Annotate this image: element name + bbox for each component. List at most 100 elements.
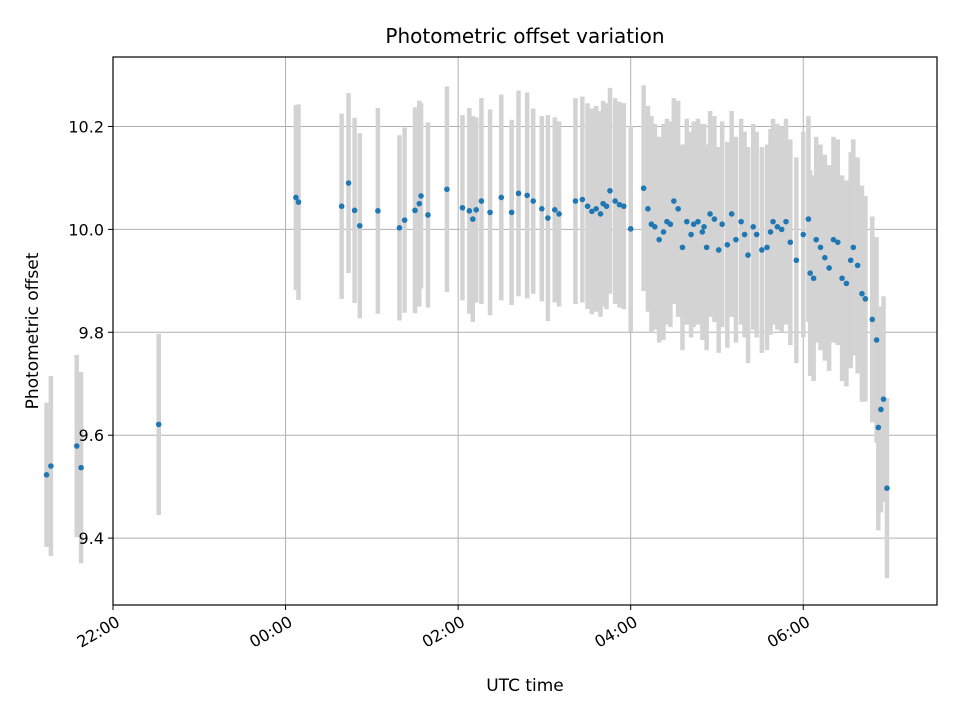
data-point bbox=[620, 203, 627, 210]
data-point bbox=[822, 254, 828, 261]
data-point bbox=[645, 205, 651, 212]
data-point bbox=[401, 217, 408, 223]
data-point bbox=[627, 226, 634, 232]
data-point bbox=[711, 216, 718, 222]
data-point bbox=[826, 265, 832, 271]
data-point bbox=[498, 194, 505, 201]
data-point bbox=[572, 198, 579, 204]
data-point bbox=[469, 216, 476, 222]
data-point bbox=[473, 207, 480, 213]
data-point bbox=[787, 239, 794, 246]
data-point bbox=[640, 185, 647, 192]
data-point bbox=[745, 252, 751, 258]
data-point bbox=[530, 198, 536, 204]
data-point bbox=[793, 257, 800, 264]
data-point bbox=[764, 244, 770, 251]
data-point bbox=[728, 211, 735, 217]
data-point bbox=[551, 207, 558, 213]
data-point bbox=[859, 290, 865, 297]
data-point bbox=[612, 198, 618, 204]
data-point bbox=[810, 275, 817, 282]
data-point bbox=[759, 247, 765, 253]
data-point bbox=[412, 207, 418, 214]
data-point bbox=[774, 224, 781, 230]
data-point bbox=[675, 205, 681, 212]
chart-title: Photometric offset variation bbox=[385, 24, 664, 48]
data-point bbox=[584, 203, 591, 210]
data-point bbox=[683, 218, 690, 225]
data-point bbox=[800, 231, 807, 238]
data-point bbox=[738, 218, 744, 225]
data-point bbox=[616, 201, 623, 208]
data-point bbox=[487, 209, 493, 216]
data-point bbox=[416, 200, 423, 207]
data-point bbox=[425, 212, 431, 218]
data-point bbox=[688, 231, 694, 238]
data-point bbox=[671, 198, 677, 204]
data-point bbox=[508, 209, 515, 216]
data-point bbox=[875, 424, 882, 431]
data-point bbox=[603, 203, 610, 210]
y-axis-title: Photometric offset bbox=[23, 252, 43, 409]
data-point bbox=[869, 316, 876, 323]
data-point bbox=[155, 421, 162, 428]
plot-frame bbox=[112, 56, 938, 606]
data-point bbox=[656, 236, 662, 243]
data-point bbox=[767, 229, 774, 235]
data-point bbox=[478, 198, 485, 204]
data-point bbox=[652, 224, 658, 230]
data-point bbox=[345, 180, 352, 186]
y-tick-label: 9.4 bbox=[79, 529, 104, 548]
data-points bbox=[43, 180, 890, 491]
data-point bbox=[843, 280, 850, 287]
data-point bbox=[724, 242, 731, 248]
data-point bbox=[418, 193, 424, 199]
data-point bbox=[813, 236, 820, 243]
y-tick-label: 10.2 bbox=[68, 117, 104, 136]
data-point bbox=[741, 231, 748, 238]
x-axis-title: UTC time bbox=[486, 676, 564, 696]
y-tick-label: 10.0 bbox=[68, 220, 104, 239]
data-point bbox=[545, 215, 551, 221]
data-point bbox=[73, 443, 80, 449]
data-point bbox=[770, 218, 776, 225]
data-point bbox=[873, 337, 880, 343]
data-point bbox=[850, 244, 857, 251]
data-point bbox=[690, 221, 697, 228]
data-point bbox=[707, 211, 713, 217]
data-point bbox=[607, 187, 613, 194]
data-point bbox=[459, 204, 466, 211]
data-point bbox=[733, 236, 739, 243]
data-point bbox=[444, 186, 450, 193]
data-point bbox=[667, 221, 674, 228]
data-point bbox=[750, 224, 757, 230]
data-point bbox=[679, 244, 686, 251]
data-point bbox=[375, 208, 381, 214]
data-point bbox=[78, 464, 84, 471]
data-point bbox=[807, 270, 813, 276]
data-point bbox=[579, 196, 586, 203]
data-point bbox=[715, 247, 722, 253]
y-tick-label: 9.6 bbox=[79, 426, 104, 445]
data-point bbox=[719, 221, 725, 228]
data-point bbox=[396, 225, 403, 231]
data-point bbox=[753, 231, 760, 238]
data-point bbox=[703, 244, 710, 251]
data-point bbox=[660, 229, 667, 235]
data-point bbox=[338, 203, 345, 210]
data-point bbox=[817, 244, 824, 251]
y-tick-label: 9.8 bbox=[79, 323, 104, 342]
data-point bbox=[699, 229, 706, 235]
data-point bbox=[783, 218, 789, 225]
data-point bbox=[847, 257, 854, 264]
data-point bbox=[854, 262, 861, 269]
data-point bbox=[597, 211, 604, 217]
data-point bbox=[695, 218, 701, 225]
data-point bbox=[539, 205, 545, 212]
data-point bbox=[556, 211, 562, 217]
data-point bbox=[805, 216, 812, 222]
y-axis: 9.4 9.6 9.8 10.0 10.2 bbox=[68, 117, 113, 548]
data-point bbox=[884, 485, 890, 491]
data-point bbox=[880, 396, 887, 402]
